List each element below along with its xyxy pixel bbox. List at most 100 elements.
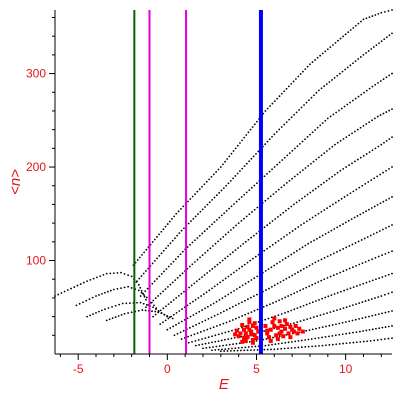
data-point	[142, 272, 145, 275]
data-point	[228, 207, 230, 210]
data-point	[326, 276, 329, 279]
data-point	[320, 154, 323, 157]
data-point	[198, 234, 201, 237]
data-point	[380, 338, 383, 341]
data-point	[328, 81, 331, 83]
data-point	[290, 309, 293, 312]
data-point	[295, 201, 298, 204]
data-point	[275, 300, 277, 303]
data-point	[248, 160, 251, 163]
data-point	[241, 315, 244, 317]
data-point	[128, 302, 131, 305]
data-point	[315, 158, 318, 161]
data-point	[210, 316, 213, 319]
data-point	[177, 210, 180, 213]
data-point	[365, 329, 368, 332]
data-point	[314, 187, 317, 190]
data-point	[125, 302, 128, 305]
data-point	[154, 310, 157, 313]
data-point	[352, 266, 354, 269]
data-point	[285, 87, 288, 90]
data-point	[217, 340, 220, 342]
data-point	[171, 218, 173, 220]
data-point	[337, 39, 339, 42]
data-point	[328, 147, 331, 150]
data-point	[111, 305, 113, 308]
data-point	[192, 217, 195, 220]
data-point	[241, 346, 243, 349]
data-point	[170, 301, 173, 303]
data-point	[352, 286, 355, 289]
data-point	[145, 306, 147, 309]
data-point	[230, 337, 233, 340]
data-point	[368, 121, 371, 124]
data-point	[295, 78, 297, 80]
data-point	[158, 275, 161, 278]
data-point	[273, 264, 276, 267]
data-point	[348, 245, 351, 247]
data-point	[278, 335, 281, 338]
data-point	[160, 312, 163, 315]
data-point	[283, 184, 286, 187]
data-point	[383, 10, 386, 13]
data-point	[318, 298, 320, 301]
data-point	[385, 199, 388, 202]
data-point	[271, 243, 274, 246]
data-point	[116, 287, 119, 290]
data-point	[376, 203, 379, 206]
data-point	[175, 297, 178, 299]
data-point	[139, 286, 142, 289]
data-point	[231, 319, 234, 321]
data-point	[373, 339, 376, 342]
data-point	[291, 274, 294, 277]
cluster-point	[281, 334, 286, 339]
data-point	[218, 345, 221, 347]
data-point	[225, 308, 228, 311]
x-tick-label: 5	[253, 362, 260, 376]
cluster-point	[297, 326, 302, 331]
data-point	[272, 302, 274, 304]
data-point	[241, 284, 244, 287]
data-point	[229, 253, 232, 256]
data-point	[169, 283, 172, 286]
data-point	[141, 254, 143, 256]
data-point	[243, 349, 246, 352]
data-point	[266, 140, 269, 143]
data-point	[310, 241, 312, 243]
data-point	[107, 290, 109, 293]
data-point	[201, 232, 204, 235]
data-point	[225, 321, 228, 324]
data-point	[89, 278, 92, 281]
data-point	[290, 347, 293, 349]
data-point	[204, 342, 207, 345]
data-point	[311, 328, 314, 331]
data-point	[257, 150, 260, 153]
data-point	[114, 316, 117, 318]
data-point	[310, 338, 313, 340]
data-point	[140, 291, 143, 294]
data-point	[194, 215, 197, 218]
data-point	[204, 251, 207, 254]
data-point	[338, 322, 341, 325]
data-point	[295, 111, 298, 114]
cluster-point	[268, 338, 273, 343]
data-point	[207, 336, 210, 339]
data-point	[304, 339, 307, 341]
data-point	[255, 232, 258, 235]
data-point	[369, 340, 372, 342]
x-tick-label: 0	[164, 362, 171, 376]
data-point	[145, 296, 148, 299]
data-point	[323, 85, 326, 88]
data-point	[368, 328, 371, 331]
x-tick-label: -5	[73, 362, 84, 376]
data-point	[358, 263, 361, 266]
data-point	[304, 346, 307, 348]
data-point	[374, 314, 377, 316]
data-point	[167, 285, 169, 288]
data-point	[142, 292, 144, 295]
data-point	[375, 44, 378, 46]
data-point	[231, 305, 234, 308]
data-point	[377, 145, 380, 148]
cluster-point	[275, 325, 280, 330]
data-point	[391, 291, 393, 294]
